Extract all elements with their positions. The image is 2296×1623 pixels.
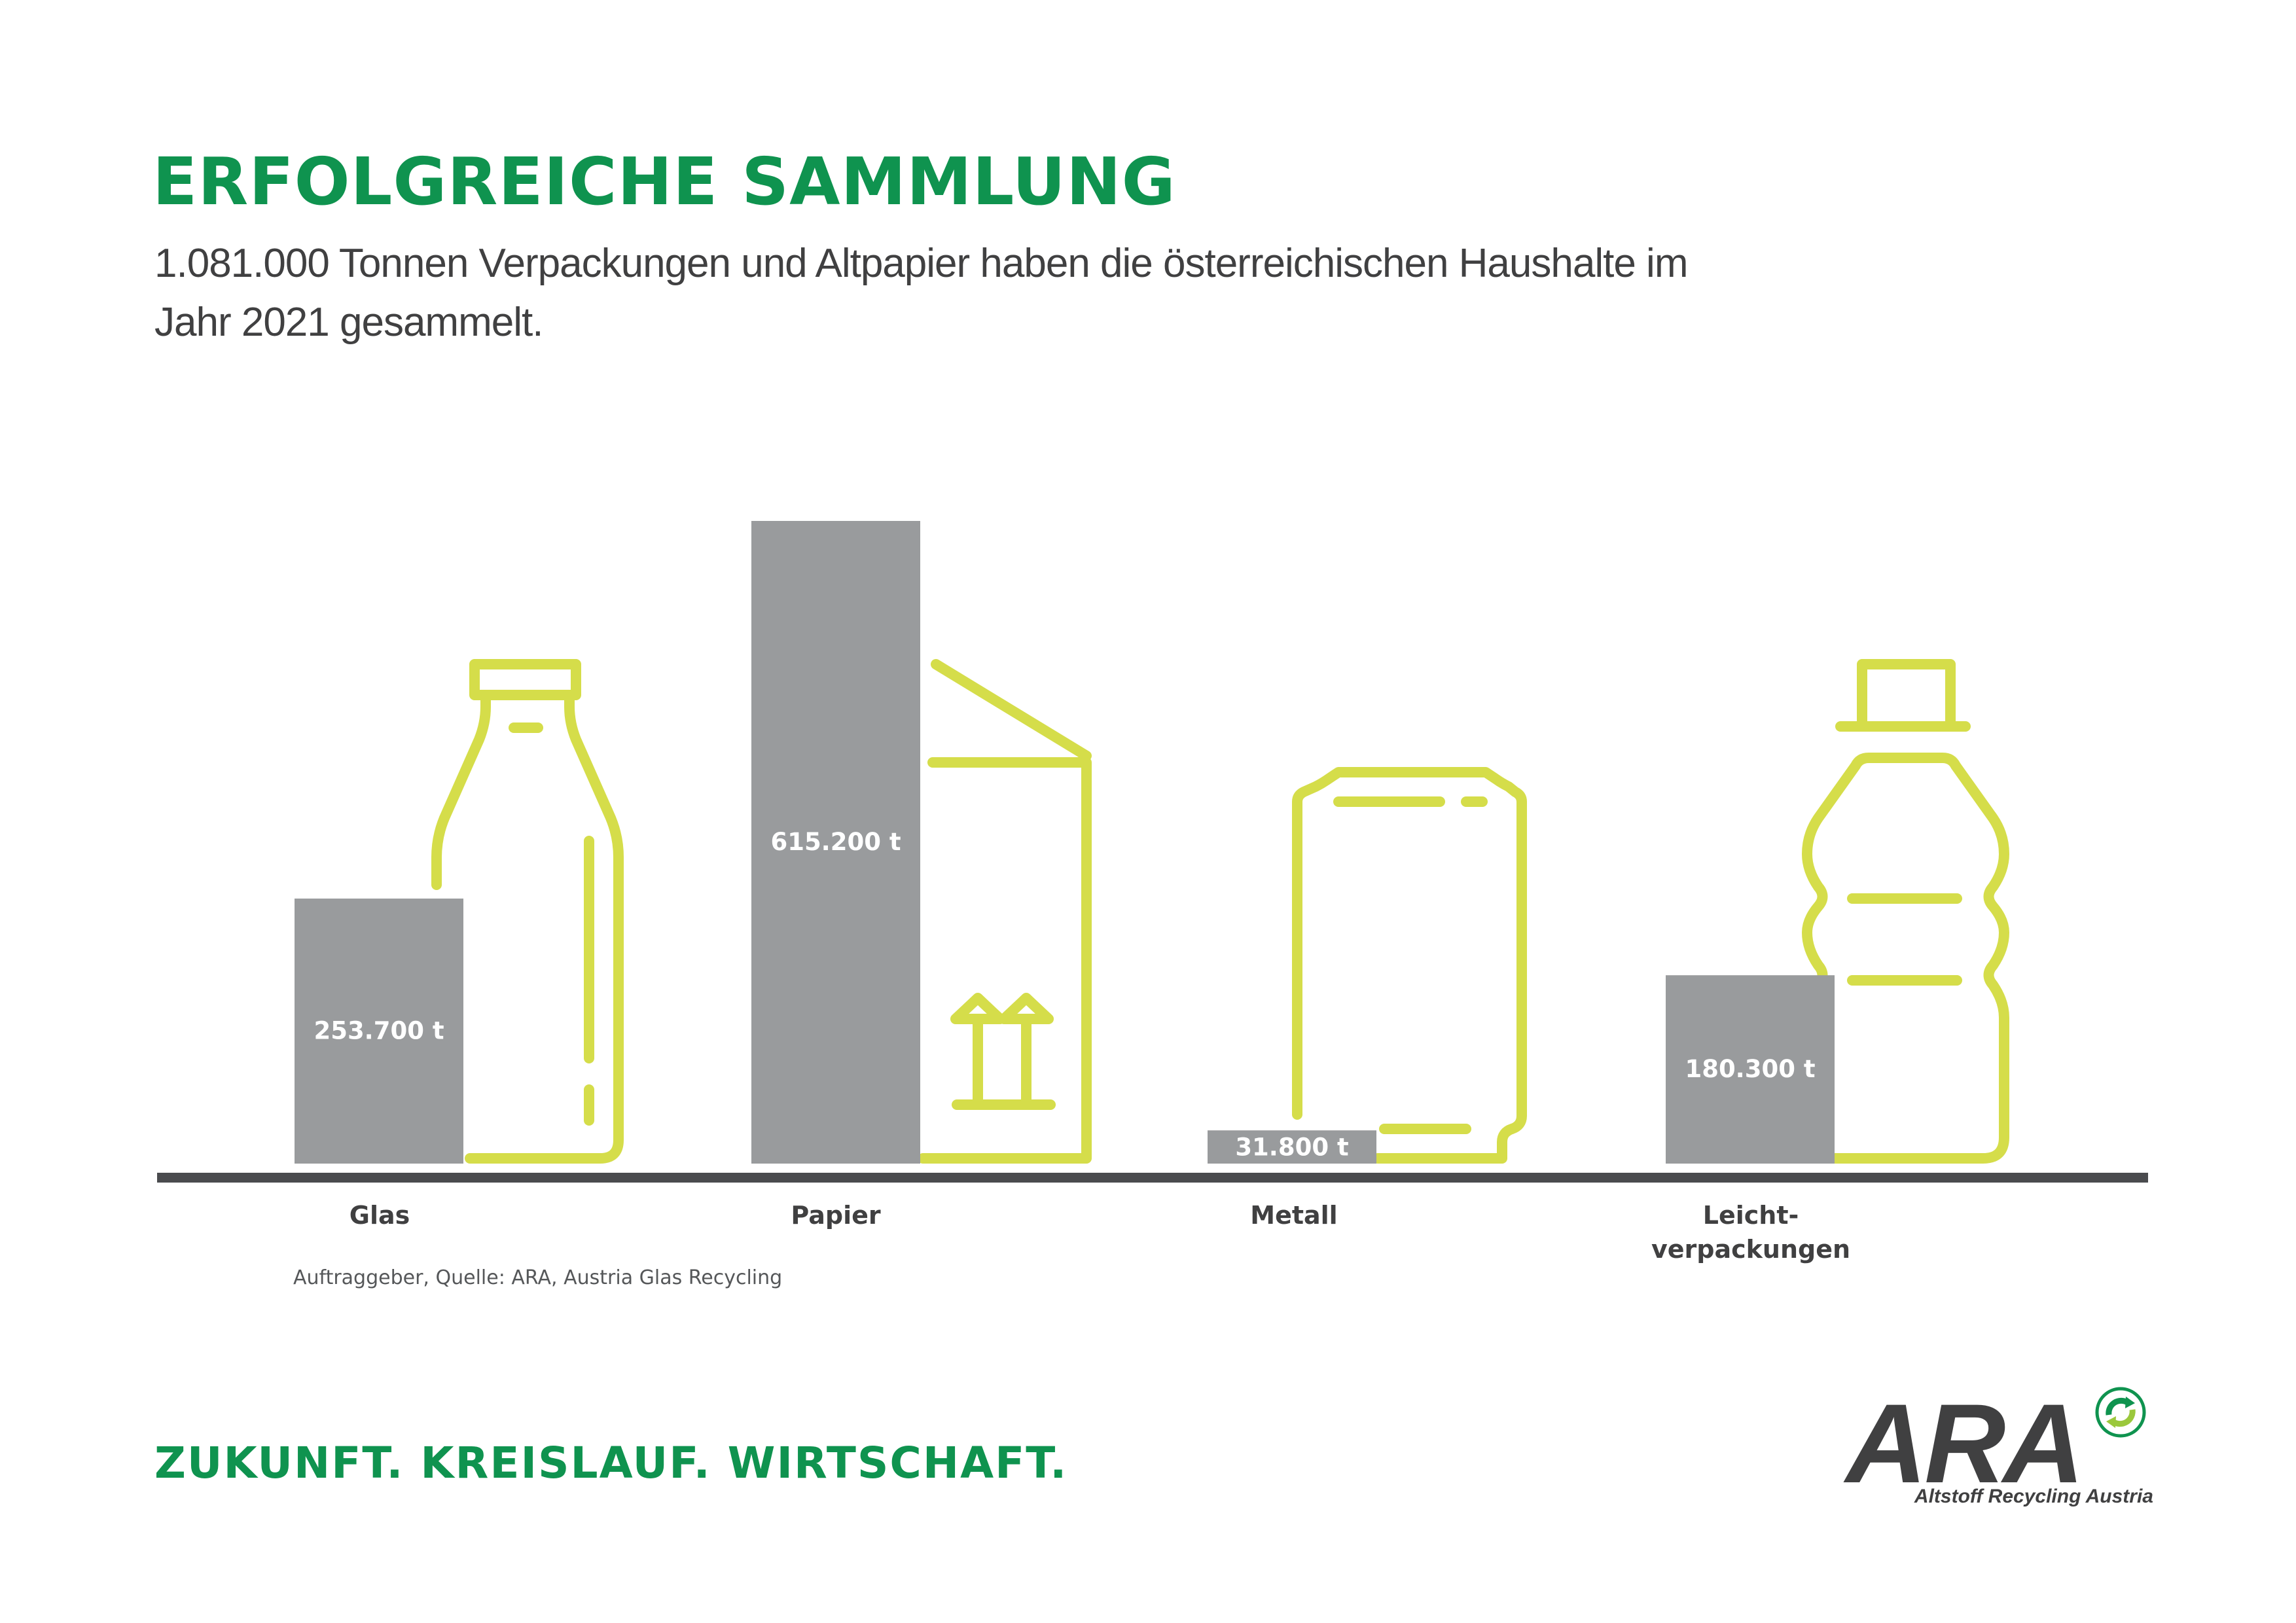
slogan: ZUKUNFT. KREISLAUF. WIRTSCHAFT. <box>154 1438 1068 1488</box>
category-label: Glas <box>350 1201 410 1230</box>
category-label: Papier <box>791 1201 880 1230</box>
bar <box>1208 1130 1376 1164</box>
icon-stroke <box>931 659 1092 761</box>
icon-stroke <box>1802 753 2009 1164</box>
logo-text: ARA <box>1846 1381 2085 1507</box>
x-axis-line <box>157 1173 2148 1183</box>
icon-stroke <box>918 757 1092 1164</box>
ara-logo: ARA Altstoff Recycling Austria <box>1846 1387 2153 1512</box>
category-label: Leicht-verpackungen <box>1651 1201 1850 1264</box>
glass-bottle-icon <box>431 659 624 1164</box>
bar <box>1666 975 1835 1164</box>
logo-subtitle: Altstoff Recycling Austria <box>1914 1486 2153 1507</box>
data-label: 253.700 t <box>314 1017 444 1045</box>
page-title: ERFOLGREICHE SAMMLUNG <box>152 143 1176 220</box>
paper-carton-icon <box>918 659 1092 1164</box>
metal-can-icon <box>1292 767 1527 1164</box>
data-label: 615.200 t <box>770 828 901 856</box>
data-label: 31.800 t <box>1235 1133 1348 1162</box>
icon-layer <box>431 659 2009 1164</box>
data-label: 180.300 t <box>1685 1055 1815 1083</box>
source-note: Auftraggeber, Quelle: ARA, Austria Glas … <box>293 1266 783 1289</box>
bar <box>295 899 463 1164</box>
axis-layer: Glas Papier Metall Leicht-verpackungen <box>157 1173 2148 1264</box>
bar-layer: 253.700 t 615.200 t 31.800 t 180.300 t <box>295 521 1835 1164</box>
category-label: Metall <box>1250 1201 1337 1230</box>
icon-stroke <box>431 690 624 1164</box>
icon-stroke <box>1857 659 1956 732</box>
bar <box>751 521 920 1164</box>
icon-stroke <box>1292 767 1527 1164</box>
page-subtitle: 1.081.000 Tonnen Verpackungen und Altpap… <box>154 241 1688 345</box>
plastic-bottle-icon <box>1802 659 2009 1164</box>
recycling-icon <box>2095 1387 2146 1438</box>
icon-stroke <box>469 659 581 700</box>
